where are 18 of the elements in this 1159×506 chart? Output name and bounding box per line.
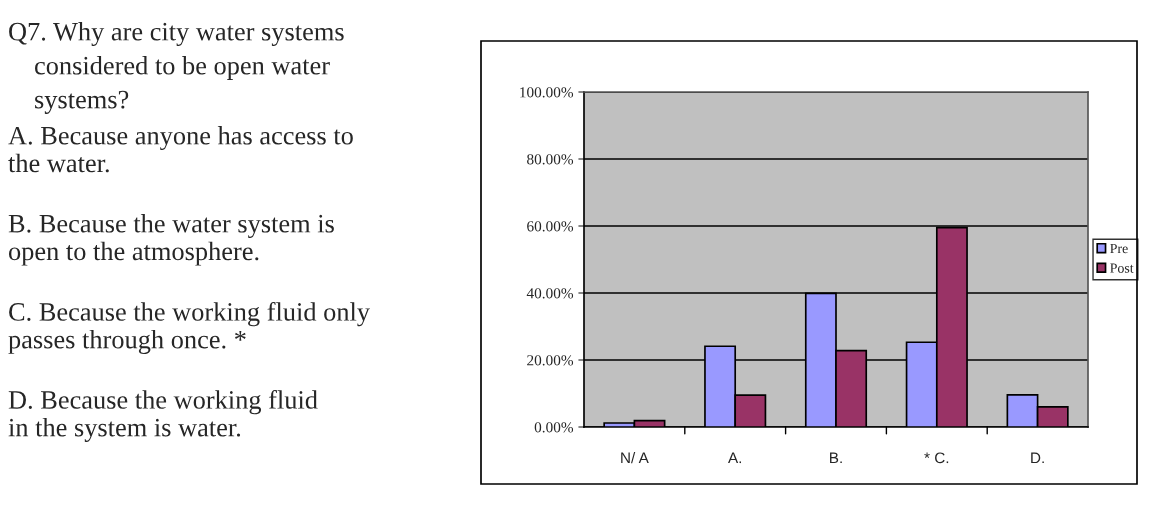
x-tick-label: D. <box>1031 452 1044 464</box>
text: D. Because the working fluid in the system is water. <box>8 390 318 442</box>
y-tick-label: 0.00% <box>534 422 574 433</box>
y-tick-label: 20.00% <box>527 355 574 366</box>
y-tick-label: 100.00% <box>520 87 574 98</box>
text: A. Because anyone has access to the water. <box>8 126 353 173</box>
x-tick-label: * C. <box>924 452 949 464</box>
y-tick-label: 60.00% <box>527 221 574 232</box>
x-tick-label: N/ A <box>621 452 649 464</box>
text: B. Because the water system is open to the atmosphere. <box>8 214 334 266</box>
legend-label: Pre <box>1110 243 1128 254</box>
text: C. Because the working fluid only passes through once. * <box>8 302 370 354</box>
y-tick-label: 80.00% <box>527 154 574 165</box>
text: Q7. Why are city water systems considered to be open water systems? <box>9 22 344 114</box>
y-tick-label: 40.00% <box>526 288 574 299</box>
legend-label: Post <box>1110 263 1134 273</box>
x-tick-label: B. <box>830 452 842 464</box>
x-tick-label: A. <box>728 452 742 464</box>
